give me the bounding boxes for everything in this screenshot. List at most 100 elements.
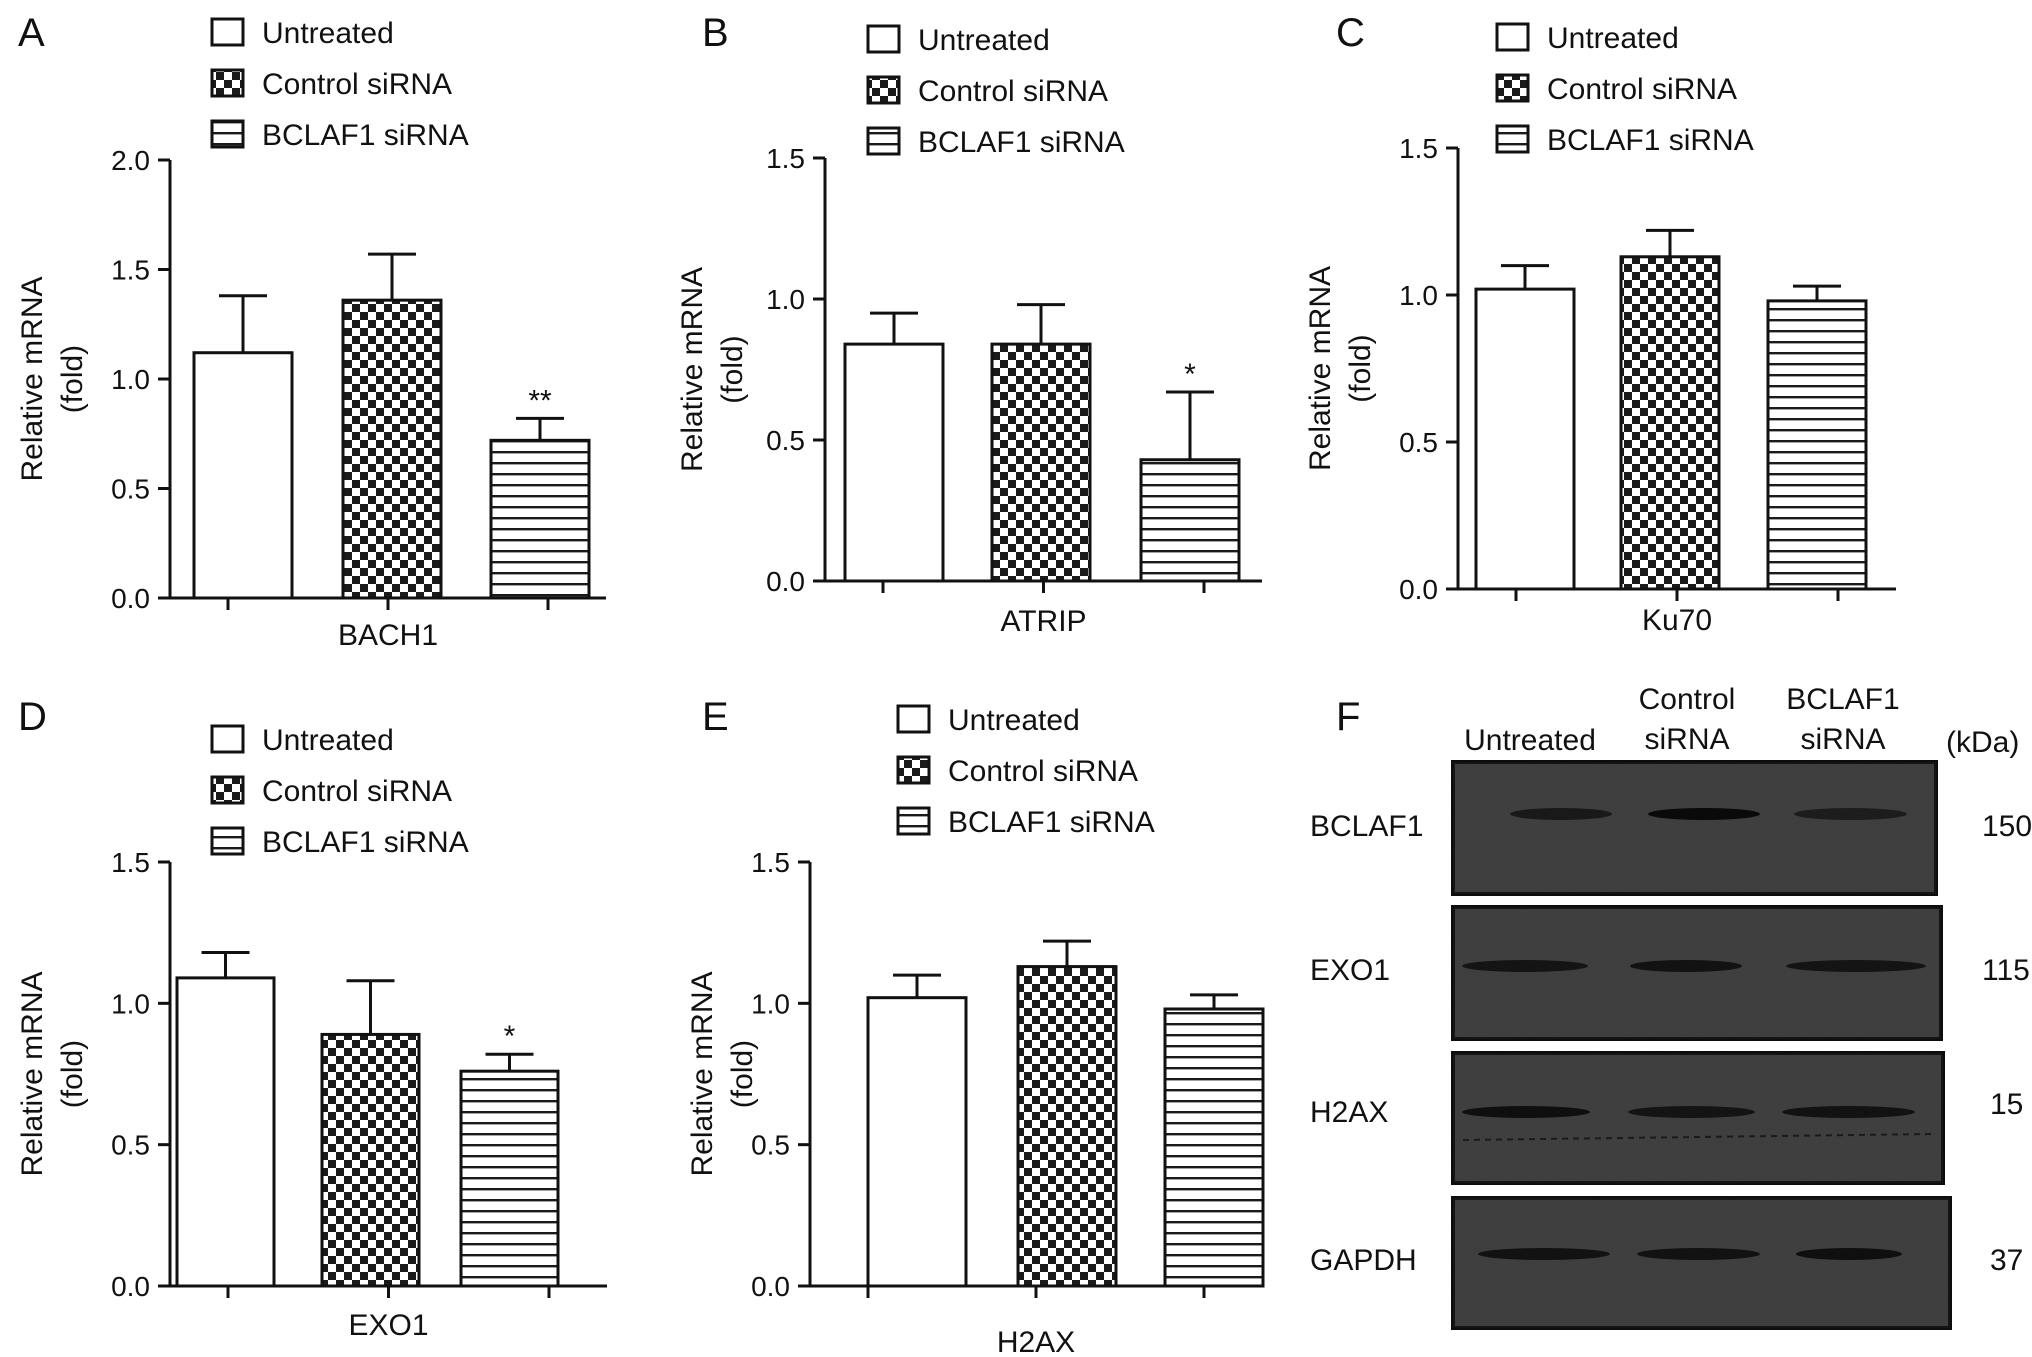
bar-chart-panel-d: D Untreated Control siRNA BCLAF1 siRNA 0.0 0.… — [16, 695, 607, 1342]
panel-label: E — [702, 695, 729, 739]
bar-bclaf1-sirna — [459, 1069, 560, 1288]
significance-marker: ** — [528, 384, 552, 417]
band-lane-3 — [1796, 1248, 1902, 1260]
legend-label: BCLAF1 siRNA — [1547, 124, 1754, 157]
significance-marker: * — [504, 1020, 516, 1053]
y-tick-label: 0.0 — [751, 1271, 790, 1302]
blot-texture — [1453, 907, 1941, 1039]
y-tick-label: 1.5 — [766, 143, 805, 174]
bar-bclaf1-sirna — [1766, 299, 1868, 591]
y-tick-label: 1.5 — [111, 255, 150, 286]
y-axis-label: Relative mRNA (fold) — [16, 971, 89, 1176]
blot-texture — [1453, 1198, 1950, 1328]
legend-swatch-2 — [896, 806, 931, 836]
y-axis-label-line2: (fold) — [56, 345, 89, 413]
y-axis-label: Relative mRNA (fold) — [16, 276, 89, 481]
band-lane-2 — [1628, 1106, 1755, 1118]
bar-untreated — [843, 342, 945, 583]
y-axis-label: Relative mRNA (fold) — [686, 971, 759, 1176]
y-tick-label: 0.5 — [111, 474, 150, 505]
band-lane-3 — [1794, 808, 1907, 820]
x-axis-label: H2AX — [997, 1326, 1075, 1357]
bar-chart-panel-c: C Untreated Control siRNA BCLAF1 siRNA 0.0 0.… — [1304, 11, 1896, 637]
significance-marker: * — [1184, 358, 1196, 391]
legend-swatch-0 — [210, 724, 245, 754]
y-axis-label: Relative mRNA (fold) — [1304, 266, 1377, 471]
x-axis-label: ATRIP — [1000, 605, 1086, 638]
lane-header: siRNA — [1644, 723, 1729, 756]
y-tick-label: 0.5 — [111, 1130, 150, 1161]
x-axis-label: EXO1 — [348, 1309, 428, 1342]
legend-swatch-1 — [210, 775, 245, 805]
y-tick-label: 0.0 — [1399, 574, 1438, 605]
bar-untreated — [192, 351, 294, 600]
y-tick-label: 0.5 — [751, 1130, 790, 1161]
legend-swatch-2 — [866, 126, 901, 156]
y-axis-label-line1: Relative mRNA — [1304, 266, 1337, 471]
legend-label: BCLAF1 siRNA — [262, 119, 469, 152]
bar-chart-panel-e: E Untreated Control siRNA BCLAF1 siRNA 0.0 0.… — [686, 695, 1265, 1357]
legend-label: Control siRNA — [1547, 73, 1737, 106]
y-axis-label: Relative mRNA (fold) — [676, 267, 749, 472]
blot-row-gapdh: GAPDH 37 — [1310, 1196, 2023, 1330]
blot-row-h2ax: H2AX 15 — [1310, 1051, 2023, 1185]
legend-swatch-0 — [1495, 22, 1530, 52]
panel-label: C — [1336, 11, 1365, 55]
legend-label: Untreated — [262, 724, 394, 757]
y-tick-label: 0.0 — [111, 1271, 150, 1302]
lane-header: Control — [1639, 683, 1736, 716]
legend-swatch-2 — [210, 826, 245, 856]
legend-swatch-0 — [866, 24, 901, 54]
panel-label: B — [702, 11, 729, 55]
lane-header: Untreated — [1464, 724, 1596, 757]
legend-swatch-1 — [210, 68, 245, 98]
bar-control-sirna — [1619, 255, 1721, 591]
legend-label: BCLAF1 siRNA — [948, 806, 1155, 839]
legend-label: BCLAF1 siRNA — [262, 826, 469, 859]
bar-bclaf1-sirna — [1139, 458, 1241, 583]
panels: A Untreated Control siRNA BCLAF1 siRNA 0.0 0.… — [16, 11, 1896, 1357]
legend-label: Control siRNA — [262, 775, 452, 808]
x-axis-label: BACH1 — [338, 619, 438, 652]
band-lane-2 — [1648, 808, 1760, 820]
bar-control-sirna — [990, 342, 1092, 583]
kda-label: 15 — [1990, 1088, 2023, 1121]
protein-label: H2AX — [1310, 1096, 1388, 1129]
bar-control-sirna — [1016, 965, 1118, 1288]
band-lane-1 — [1478, 1248, 1610, 1260]
x-axis-label: Ku70 — [1642, 604, 1712, 637]
y-tick-label: 1.5 — [751, 847, 790, 878]
legend-label: Control siRNA — [918, 75, 1108, 108]
blot-texture — [1453, 762, 1936, 894]
legend-label: Untreated — [262, 17, 394, 50]
kda-label: 150 — [1982, 810, 2032, 843]
legend-swatch-2 — [1495, 124, 1530, 154]
bar-chart-panel-a: A Untreated Control siRNA BCLAF1 siRNA 0.0 0.… — [16, 11, 606, 652]
legend-label: Untreated — [948, 704, 1080, 737]
legend-swatch-2 — [210, 119, 245, 149]
band-lane-1 — [1462, 1106, 1590, 1118]
legend-label: BCLAF1 siRNA — [918, 126, 1125, 159]
blot-texture — [1453, 1053, 1943, 1183]
legend-label: Untreated — [918, 24, 1050, 57]
legend-label: Control siRNA — [948, 755, 1138, 788]
y-tick-label: 0.5 — [1399, 427, 1438, 458]
protein-label: GAPDH — [1310, 1244, 1417, 1277]
protein-label: BCLAF1 — [1310, 810, 1423, 843]
y-tick-label: 1.0 — [111, 988, 150, 1019]
unit-label: (kDa) — [1946, 726, 2019, 759]
bar-bclaf1-sirna — [489, 438, 591, 600]
bar-control-sirna — [341, 298, 443, 600]
bar-untreated — [175, 976, 276, 1288]
legend-swatch-0 — [896, 704, 931, 734]
y-tick-label: 1.0 — [766, 284, 805, 315]
band-lane-1 — [1462, 960, 1588, 972]
y-axis-label-line2: (fold) — [726, 1040, 759, 1108]
protein-label: EXO1 — [1310, 954, 1390, 987]
y-axis-label-line2: (fold) — [716, 335, 749, 403]
y-tick-label: 2.0 — [111, 145, 150, 176]
bar-bclaf1-sirna — [1163, 1007, 1265, 1288]
panel-label: D — [18, 695, 47, 739]
